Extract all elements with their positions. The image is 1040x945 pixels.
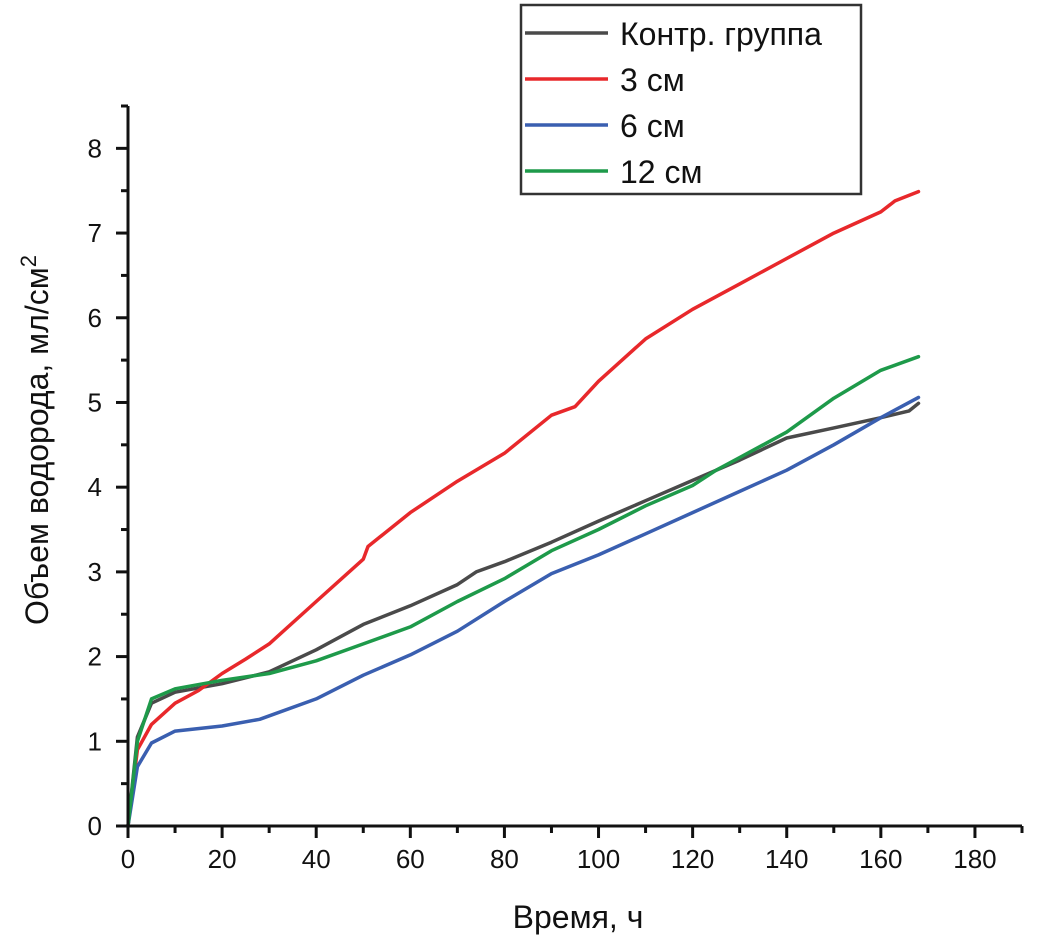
y-tick-label: 8 — [88, 133, 102, 163]
x-axis-title: Время, ч — [513, 899, 644, 935]
y-tick-label: 5 — [88, 387, 102, 417]
legend-label-1: 3 см — [620, 62, 685, 98]
legend-label-3: 12 см — [620, 154, 702, 190]
legend-label-0: Контр. группа — [620, 16, 822, 52]
x-tick-label: 160 — [859, 844, 902, 874]
y-axis-title-main: Объем водорода, мл/см — [19, 267, 55, 625]
y-tick-label: 2 — [88, 642, 102, 672]
x-tick-label: 180 — [953, 844, 996, 874]
y-tick-label: 1 — [88, 726, 102, 756]
y-tick-label: 3 — [88, 557, 102, 587]
series-line-1 — [126, 189, 921, 828]
series-line-0 — [126, 401, 921, 828]
legend-box — [519, 3, 863, 196]
x-tick-label: 80 — [490, 844, 519, 874]
x-tick-label: 100 — [577, 844, 620, 874]
axes: 0 20 40 60 80 100 120 140 160 180 0 1 2 3 4 5 6 7 8 — [88, 104, 1024, 874]
x-tick-label: 40 — [302, 844, 331, 874]
y-axis-title-superscript: 2 — [16, 255, 41, 267]
legend-label-2: 6 см — [620, 108, 685, 144]
plot-lines — [126, 189, 921, 828]
y-axis-title: Объем водорода, мл/см2 — [16, 255, 55, 625]
x-tick-label: 120 — [671, 844, 714, 874]
x-tick-label: 20 — [208, 844, 237, 874]
x-tick-label: 60 — [396, 844, 425, 874]
series-line-3 — [126, 354, 921, 828]
x-tick-label: 140 — [765, 844, 808, 874]
y-tick-label: 4 — [88, 472, 102, 502]
x-tick-label: 0 — [121, 844, 135, 874]
y-tick-label: 6 — [88, 303, 102, 333]
legend: Контр. группа 3 см 6 см 12 см — [519, 3, 863, 196]
y-tick-label: 7 — [88, 218, 102, 248]
y-tick-label: 0 — [88, 811, 102, 841]
series-line-2 — [126, 395, 921, 828]
